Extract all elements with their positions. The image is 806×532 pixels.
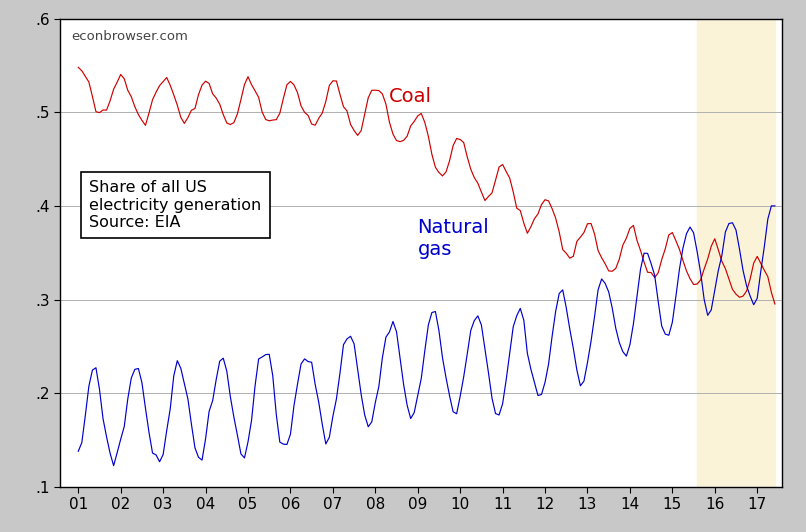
- Text: Share of all US
electricity generation
Source: EIA: Share of all US electricity generation S…: [89, 180, 262, 230]
- Text: Natural
gas: Natural gas: [418, 218, 489, 259]
- Bar: [697, 19, 775, 487]
- Text: econbrowser.com: econbrowser.com: [71, 30, 188, 43]
- Text: Coal: Coal: [388, 87, 432, 105]
